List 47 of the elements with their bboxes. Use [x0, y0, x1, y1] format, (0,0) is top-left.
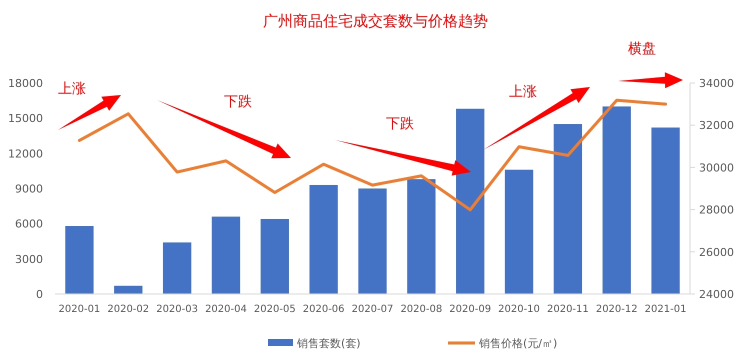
legend-label: 销售价格(元/㎡) — [478, 337, 558, 350]
x-tick-label: 2020-07 — [352, 304, 394, 315]
x-tick-label: 2020-12 — [596, 304, 638, 315]
bar — [407, 179, 436, 294]
y-tick-label: 12000 — [8, 147, 43, 160]
annotation: 上涨 — [58, 81, 86, 97]
x-tick-label: 2020-06 — [302, 304, 345, 315]
bar — [212, 216, 240, 294]
bar — [114, 286, 142, 294]
bar — [65, 226, 94, 294]
y2-tick-label: 34000 — [699, 77, 734, 90]
bar — [358, 188, 387, 294]
bar — [651, 128, 680, 294]
annotation: 下跌 — [386, 116, 414, 132]
bar — [554, 124, 582, 294]
x-tick-label: 2020-02 — [107, 304, 150, 315]
y2-tick-label: 26000 — [699, 246, 734, 259]
x-tick-label: 2020-08 — [400, 304, 442, 315]
annotation: 上涨 — [509, 84, 537, 100]
y-tick-label: 3000 — [15, 252, 43, 266]
x-tick-label: 2020-10 — [498, 304, 540, 315]
bar — [456, 108, 484, 294]
y2-tick-label: 30000 — [699, 161, 734, 174]
y-tick-label: 9000 — [15, 182, 43, 196]
y2-tick-label: 32000 — [699, 119, 734, 132]
bar — [309, 184, 338, 294]
annotation: 下跌 — [224, 94, 252, 110]
text: 横盘 — [628, 41, 656, 57]
y2-tick-label: 24000 — [699, 288, 734, 301]
y-tick-label: 15000 — [8, 112, 43, 126]
x-tick-label: 2021-01 — [644, 304, 686, 315]
x-tick-label: 2020-09 — [449, 304, 492, 315]
bar — [162, 242, 192, 294]
y-tick-label: 6000 — [15, 218, 43, 231]
x-tick-label: 2020-03 — [156, 304, 198, 315]
y-tick-label: 0 — [36, 288, 43, 301]
chart-title: 广州商品住宅成交套数与价格趋势 — [263, 12, 488, 30]
y2-tick-label: 28000 — [699, 204, 734, 217]
x-tick-label: 2020-01 — [58, 304, 100, 315]
x-tick-label: 2020-05 — [254, 304, 296, 315]
bar — [602, 106, 631, 294]
bar — [504, 170, 534, 294]
bar — [260, 218, 289, 294]
x-tick-label: 2020-11 — [546, 304, 589, 315]
y-tick-label: 18000 — [8, 77, 43, 90]
legend-label: 销售套数(套) — [296, 337, 361, 350]
x-tick-label: 2020-04 — [205, 304, 247, 315]
